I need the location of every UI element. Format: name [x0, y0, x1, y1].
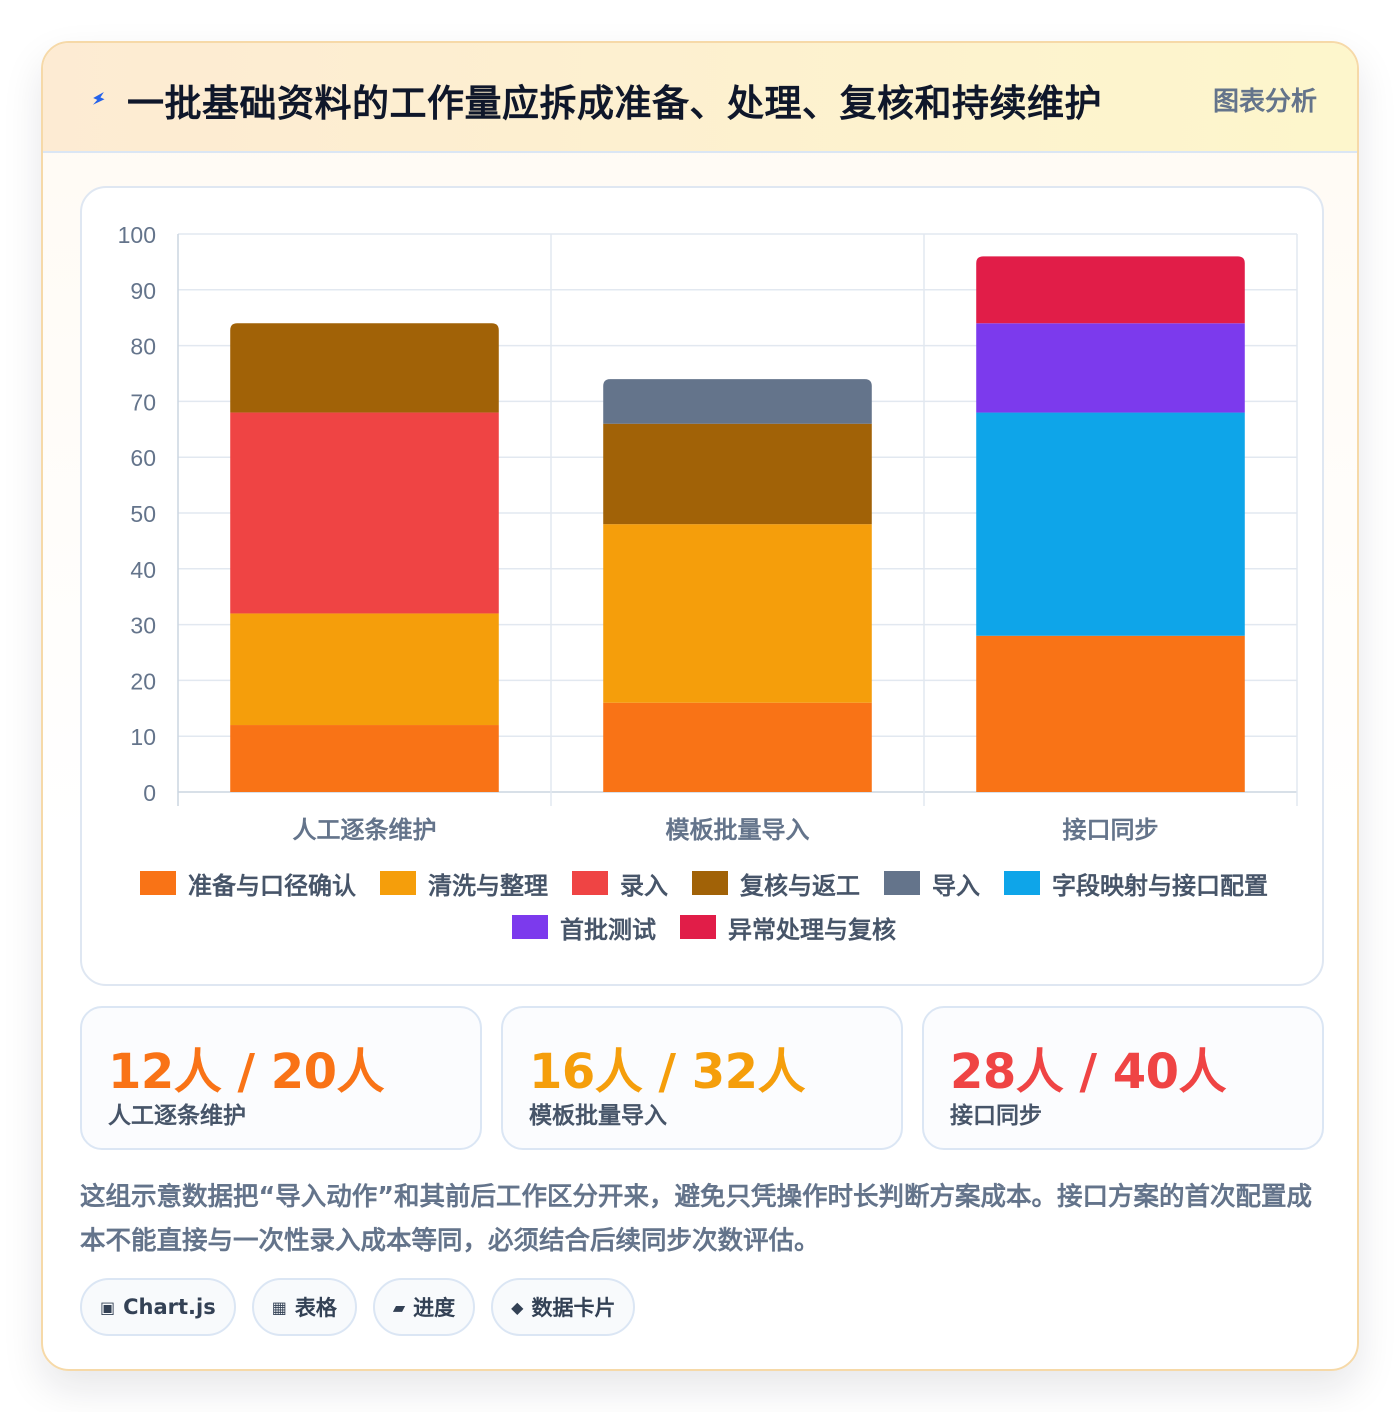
- stat-label: 接口同步: [950, 1103, 1042, 1129]
- stat-card-template: 16人 / 32人 模板批量导入: [501, 1006, 903, 1150]
- x-tick-label: 接口同步: [1063, 816, 1159, 844]
- chip-chartjs[interactable]: ▣ Chart.js: [80, 1278, 236, 1336]
- stat-value: 12人 / 20人: [108, 1044, 385, 1100]
- y-tick-label: 70: [130, 389, 156, 415]
- bar-segment: [603, 524, 872, 703]
- chart-icon: ▣: [100, 1297, 116, 1317]
- chip-label: 数据卡片: [531, 1296, 616, 1320]
- legend-swatch: [680, 915, 716, 939]
- feature-chips: ▣ Chart.js ▦ 表格 ▰ 进度 ◆ 数据卡片: [80, 1278, 651, 1336]
- legend-item[interactable]: 复核与返工: [692, 868, 860, 900]
- diamond-icon: ◆: [511, 1297, 524, 1317]
- y-tick-label: 0: [143, 780, 156, 806]
- legend-swatch: [380, 871, 416, 895]
- y-tick-label: 40: [130, 557, 156, 583]
- stat-label: 人工逐条维护: [108, 1103, 246, 1129]
- bar-segment: [603, 702, 872, 792]
- lightning-icon: [92, 92, 105, 105]
- legend-item[interactable]: 准备与口径确认: [140, 868, 356, 900]
- legend-label: 录入: [620, 871, 668, 900]
- legend-swatch: [140, 871, 176, 895]
- progress-icon: ▰: [392, 1297, 406, 1317]
- chip-data-card[interactable]: ◆ 数据卡片: [491, 1278, 636, 1336]
- y-tick-label: 50: [130, 501, 156, 527]
- legend-item[interactable]: 导入: [884, 868, 980, 900]
- table-icon: ▦: [271, 1297, 287, 1317]
- legend-label: 准备与口径确认: [188, 871, 356, 900]
- chart-note: 这组示意数据把“导入动作”和其前后工作区分开来，避免只凭操作时长判断方案成本。接…: [80, 1182, 1313, 1256]
- legend-label: 首批测试: [560, 915, 656, 944]
- y-tick-label: 10: [130, 724, 156, 750]
- x-tick-label: 模板批量导入: [666, 816, 810, 844]
- legend-swatch: [1004, 871, 1040, 895]
- bar-segment: [603, 423, 872, 525]
- bar-segment: [230, 412, 499, 614]
- y-tick-label: 60: [130, 445, 156, 471]
- legend-item[interactable]: 字段映射与接口配置: [1004, 868, 1268, 900]
- bar-segment: [230, 613, 499, 726]
- legend-item[interactable]: 异常处理与复核: [680, 912, 896, 944]
- y-tick-label: 30: [130, 613, 156, 639]
- stat-card-api: 28人 / 40人 接口同步: [922, 1006, 1324, 1150]
- legend-swatch: [572, 871, 608, 895]
- legend-label: 异常处理与复核: [728, 915, 896, 944]
- legend-label: 字段映射与接口配置: [1052, 871, 1268, 900]
- legend-swatch: [512, 915, 548, 939]
- y-tick-label: 100: [118, 222, 156, 248]
- legend-item[interactable]: 首批测试: [512, 912, 656, 944]
- legend-label: 清洗与整理: [428, 871, 548, 900]
- y-tick-label: 90: [130, 278, 156, 304]
- chip-label: Chart.js: [123, 1295, 216, 1319]
- stacked-bar-chart: 0 10 20 30 40 50 60 70 80 90 100 人工逐条维护 模板批量导入 接口同步: [118, 222, 1298, 844]
- legend-swatch: [884, 871, 920, 895]
- y-tick-label: 20: [130, 668, 156, 694]
- bar-segment: [976, 635, 1245, 792]
- y-tick-label: 80: [130, 334, 156, 360]
- legend-item[interactable]: 录入: [572, 868, 668, 900]
- stat-cards: 12人 / 20人 人工逐条维护 16人 / 32人 模板批量导入 28人 / …: [80, 1006, 1324, 1150]
- legend-label: 复核与返工: [740, 871, 860, 900]
- category-tag: 图表分析: [1212, 87, 1317, 117]
- x-tick-label: 人工逐条维护: [293, 816, 437, 844]
- stat-value: 16人 / 32人: [529, 1044, 806, 1100]
- stat-label: 模板批量导入: [529, 1103, 667, 1129]
- chip-label: 进度: [413, 1296, 456, 1320]
- bar-segment: [976, 323, 1245, 413]
- analysis-card: 一批基础资料的工作量应拆成准备、处理、复核和持续维护 图表分析 0 10 20 30 4…: [41, 41, 1359, 1371]
- stat-value: 28人 / 40人: [950, 1044, 1227, 1100]
- chip-table[interactable]: ▦ 表格: [251, 1278, 357, 1336]
- legend-label: 导入: [932, 871, 980, 900]
- bar-segment: [230, 323, 499, 413]
- chip-progress[interactable]: ▰ 进度: [372, 1278, 476, 1336]
- card-header: 一批基础资料的工作量应拆成准备、处理、复核和持续维护 图表分析: [43, 43, 1357, 153]
- chip-label: 表格: [294, 1296, 337, 1320]
- chart-panel: 0 10 20 30 40 50 60 70 80 90 100 人工逐条维护 模板批量导入 接口同步 准…: [80, 186, 1324, 986]
- legend-swatch: [692, 871, 728, 895]
- chart-legend: 准备与口径确认 清洗与整理 录入 复核与返工 导入 字段映射与接口配置首批测试 异常处理与复…: [112, 868, 1296, 944]
- bar-segment: [976, 412, 1245, 636]
- legend-item[interactable]: 清洗与整理: [380, 868, 548, 900]
- bar-segment: [230, 725, 499, 792]
- bar-segment: [976, 256, 1245, 324]
- chart-title: 一批基础资料的工作量应拆成准备、处理、复核和持续维护: [127, 82, 1102, 125]
- bar-segment: [603, 379, 872, 424]
- stat-card-manual: 12人 / 20人 人工逐条维护: [80, 1006, 482, 1150]
